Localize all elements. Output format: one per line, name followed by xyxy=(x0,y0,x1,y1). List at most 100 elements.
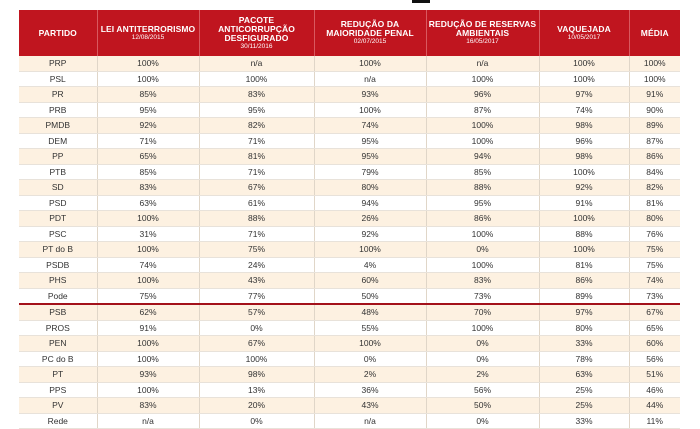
antiterrorismo-cell: 100% xyxy=(97,71,200,87)
anticorrupcao-cell: 24% xyxy=(199,257,315,273)
table-body: PRP 100% n/a 100% n/a 100% 100% PSL 100% 100% n/a 1… xyxy=(19,56,680,429)
anticorrupcao-cell: 0% xyxy=(199,320,315,336)
antiterrorismo-cell: 92% xyxy=(97,117,200,134)
col-title: PACOTE ANTICORRUPÇÃO DESFIGURADO xyxy=(218,14,295,43)
anticorrupcao-cell: 100% xyxy=(199,71,315,87)
vaquejada-cell: 98% xyxy=(539,117,630,134)
vaquejada-cell: 100% xyxy=(539,164,630,180)
party-name-cell: SD xyxy=(19,179,98,196)
anticorrupcao-cell: 71% xyxy=(199,226,315,242)
reservas-ambientais-cell: 100% xyxy=(426,320,540,336)
col-date: 12/08/2015 xyxy=(131,33,165,41)
col-title: MÉDIA xyxy=(640,27,669,38)
maioridade-penal-cell: 26% xyxy=(314,210,427,227)
antiterrorismo-cell: 100% xyxy=(97,351,200,367)
media-cell: 76% xyxy=(629,226,680,242)
media-cell: 73% xyxy=(629,288,680,305)
maioridade-penal-cell: 100% xyxy=(314,56,427,72)
vaquejada-cell: 33% xyxy=(539,413,630,429)
anticorrupcao-cell: 82% xyxy=(199,117,315,134)
vaquejada-cell: 97% xyxy=(539,303,630,321)
maioridade-penal-cell: 92% xyxy=(314,226,427,242)
anticorrupcao-cell: 67% xyxy=(199,179,315,196)
table-row: PRP 100% n/a 100% n/a 100% 100% xyxy=(19,56,680,72)
table-row: PT 93% 98% 2% 2% 63% 51% xyxy=(19,366,680,383)
reservas-ambientais-cell: 87% xyxy=(426,102,540,118)
vaquejada-cell: 92% xyxy=(539,179,630,196)
table-row: PSB 62% 57% 48% 70% 97% 67% xyxy=(19,303,680,321)
maioridade-penal-cell: 100% xyxy=(314,241,427,258)
maioridade-penal-cell: 79% xyxy=(314,164,427,180)
table-row: PHS 100% 43% 60% 83% 86% 74% xyxy=(19,272,680,289)
maioridade-penal-cell: 94% xyxy=(314,195,427,211)
vaquejada-cell: 78% xyxy=(539,351,630,367)
top-edge xyxy=(0,0,700,4)
anticorrupcao-cell: 88% xyxy=(199,210,315,227)
vaquejada-cell: 100% xyxy=(539,71,630,87)
maioridade-penal-cell: n/a xyxy=(314,413,427,429)
antiterrorismo-cell: 85% xyxy=(97,86,200,103)
vaquejada-cell: 96% xyxy=(539,133,630,149)
media-cell: 89% xyxy=(629,117,680,134)
col-title: REDUÇÃO DE RESERVAS AMBIENTAIS xyxy=(428,19,537,38)
antiterrorismo-cell: 91% xyxy=(97,320,200,336)
party-name-cell: PSD xyxy=(19,195,98,211)
media-cell: 11% xyxy=(629,413,680,429)
media-cell: 67% xyxy=(629,303,680,321)
reservas-ambientais-cell: 100% xyxy=(426,257,540,273)
anticorrupcao-cell: 71% xyxy=(199,164,315,180)
media-cell: 75% xyxy=(629,241,680,258)
maioridade-penal-cell: 55% xyxy=(314,320,427,336)
party-name-cell: PTB xyxy=(19,164,98,180)
anticorrupcao-cell: 57% xyxy=(199,303,315,321)
party-name-cell: PSC xyxy=(19,226,98,242)
maioridade-penal-cell: 74% xyxy=(314,117,427,134)
party-name-cell: PSB xyxy=(19,303,98,321)
party-name-cell: PT xyxy=(19,366,98,383)
col-title: PARTIDO xyxy=(38,27,77,38)
maioridade-penal-cell: 95% xyxy=(314,148,427,165)
vaquejada-cell: 89% xyxy=(539,288,630,305)
antiterrorismo-cell: 74% xyxy=(97,257,200,273)
party-name-cell: PR xyxy=(19,86,98,103)
antiterrorismo-cell: 93% xyxy=(97,366,200,383)
antiterrorismo-cell: 100% xyxy=(97,56,200,72)
anticorrupcao-cell: 77% xyxy=(199,288,315,305)
maioridade-penal-cell: 80% xyxy=(314,179,427,196)
media-cell: 90% xyxy=(629,102,680,118)
party-name-cell: PPS xyxy=(19,382,98,398)
table-row: PSL 100% 100% n/a 100% 100% 100% xyxy=(19,71,680,87)
media-cell: 91% xyxy=(629,86,680,103)
maioridade-penal-cell: 50% xyxy=(314,288,427,305)
reservas-ambientais-cell: 86% xyxy=(426,210,540,227)
vaquejada-cell: 100% xyxy=(539,56,630,72)
antiterrorismo-cell: 95% xyxy=(97,102,200,118)
cropped-title-fragment xyxy=(412,0,430,3)
reservas-ambientais-cell: 96% xyxy=(426,86,540,103)
vaquejada-cell: 97% xyxy=(539,86,630,103)
party-name-cell: PSDB xyxy=(19,257,98,273)
maioridade-penal-cell: 0% xyxy=(314,351,427,367)
party-name-cell: PHS xyxy=(19,272,98,289)
col-date: 02/07/2015 xyxy=(353,38,387,45)
anticorrupcao-cell: 43% xyxy=(199,272,315,289)
anticorrupcao-cell: 0% xyxy=(199,413,315,429)
maioridade-penal-cell: 100% xyxy=(314,102,427,118)
media-cell: 56% xyxy=(629,351,680,367)
anticorrupcao-cell: n/a xyxy=(199,56,315,72)
col-date: 16/05/2017 xyxy=(466,38,499,45)
maioridade-penal-cell: 95% xyxy=(314,133,427,149)
antiterrorismo-cell: 85% xyxy=(97,164,200,180)
col-header-partido: PARTIDO xyxy=(19,10,98,56)
antiterrorismo-cell: 71% xyxy=(97,133,200,149)
media-cell: 86% xyxy=(629,148,680,165)
maioridade-penal-cell: 100% xyxy=(314,335,427,352)
reservas-ambientais-cell: 0% xyxy=(426,241,540,258)
antiterrorismo-cell: 100% xyxy=(97,382,200,398)
table-row: PSD 63% 61% 94% 95% 91% 81% xyxy=(19,195,680,211)
table-row: PSC 31% 71% 92% 100% 88% 76% xyxy=(19,226,680,242)
reservas-ambientais-cell: 0% xyxy=(426,413,540,429)
vaquejada-cell: 33% xyxy=(539,335,630,352)
col-title: LEI ANTITERRORISMO xyxy=(100,23,196,34)
table-row: PDT 100% 88% 26% 86% 100% 80% xyxy=(19,210,680,227)
